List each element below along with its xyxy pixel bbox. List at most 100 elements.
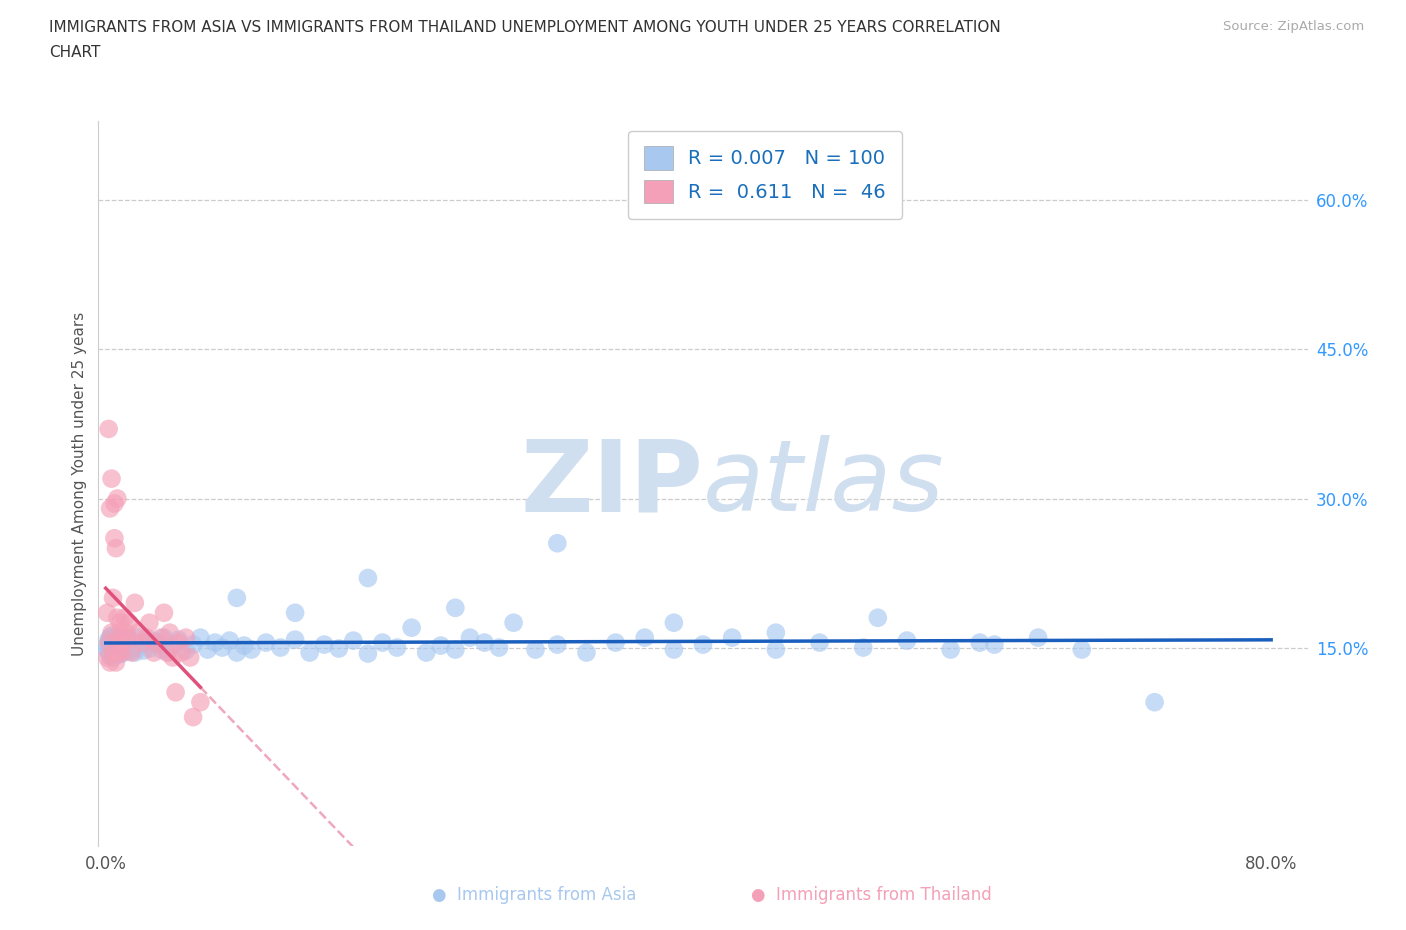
Point <box>100 472 122 486</box>
Point <box>100 625 122 640</box>
Point <box>218 633 240 648</box>
Point <box>112 640 135 655</box>
Text: Source: ZipAtlas.com: Source: ZipAtlas.com <box>1223 20 1364 33</box>
Point <box>103 531 125 546</box>
Point <box>314 637 336 652</box>
Point <box>444 642 467 657</box>
Point <box>939 642 962 657</box>
Point <box>866 610 889 625</box>
Point <box>105 610 128 625</box>
Point <box>110 625 132 640</box>
Point <box>108 645 131 660</box>
Point <box>135 635 157 650</box>
Point <box>174 631 197 645</box>
Point <box>170 645 193 660</box>
Point <box>127 631 149 645</box>
Point <box>983 637 1005 652</box>
Point <box>98 501 121 516</box>
Point <box>153 631 176 645</box>
Point <box>808 635 831 650</box>
Point <box>101 591 124 605</box>
Point <box>159 625 181 640</box>
Point <box>145 637 167 652</box>
Point <box>502 616 524 631</box>
Point <box>357 646 380 661</box>
Point <box>270 640 292 655</box>
Point <box>110 633 132 648</box>
Point <box>98 655 121 670</box>
Point <box>546 536 568 551</box>
Point <box>225 645 247 660</box>
Point <box>605 635 627 650</box>
Point <box>105 642 128 657</box>
Point <box>100 644 122 658</box>
Point <box>474 635 496 650</box>
Point <box>110 616 132 631</box>
Point <box>114 610 136 625</box>
Point <box>124 645 146 660</box>
Point <box>150 642 173 657</box>
Point <box>284 605 307 620</box>
Point <box>111 645 134 660</box>
Point <box>97 632 120 647</box>
Point <box>97 635 120 650</box>
Point <box>167 635 190 650</box>
Point <box>122 634 145 649</box>
Point <box>108 635 131 650</box>
Point <box>96 605 118 620</box>
Point <box>101 650 124 665</box>
Point <box>132 644 155 658</box>
Point <box>342 633 364 648</box>
Point <box>153 605 176 620</box>
Point <box>181 710 204 724</box>
Point <box>254 635 277 650</box>
Point <box>101 640 124 655</box>
Point <box>150 631 173 645</box>
Point <box>1026 631 1049 645</box>
Point <box>157 645 180 660</box>
Point <box>765 625 787 640</box>
Text: ZIP: ZIP <box>520 435 703 532</box>
Point <box>111 631 134 645</box>
Point <box>444 601 467 616</box>
Point <box>97 421 120 436</box>
Point <box>165 684 187 699</box>
Point <box>118 644 141 659</box>
Point <box>429 638 451 653</box>
Point <box>1143 695 1166 710</box>
Point <box>104 636 127 651</box>
Point <box>111 646 134 661</box>
Point <box>357 571 380 586</box>
Point <box>181 637 204 652</box>
Point <box>98 648 121 663</box>
Text: ●  Immigrants from Thailand: ● Immigrants from Thailand <box>751 886 993 904</box>
Point <box>127 625 149 640</box>
Point <box>103 632 125 647</box>
Point <box>1070 642 1092 657</box>
Point <box>105 631 128 645</box>
Point <box>240 642 263 657</box>
Point <box>575 645 598 660</box>
Point <box>131 635 153 650</box>
Point <box>138 616 160 631</box>
Point <box>692 637 714 652</box>
Point <box>662 616 685 631</box>
Point <box>108 635 131 650</box>
Point <box>233 638 256 653</box>
Point <box>105 491 128 506</box>
Point <box>117 631 139 645</box>
Legend: R = 0.007   N = 100, R =  0.611   N =  46: R = 0.007 N = 100, R = 0.611 N = 46 <box>628 130 901 219</box>
Point <box>160 638 183 653</box>
Point <box>284 632 307 647</box>
Point <box>104 655 127 670</box>
Point <box>298 645 321 660</box>
Point <box>96 642 118 657</box>
Point <box>104 644 127 659</box>
Point <box>179 650 201 665</box>
Point <box>142 633 165 648</box>
Point <box>162 650 184 665</box>
Point <box>190 631 212 645</box>
Point <box>96 638 118 653</box>
Point <box>103 647 125 662</box>
Point <box>852 640 875 655</box>
